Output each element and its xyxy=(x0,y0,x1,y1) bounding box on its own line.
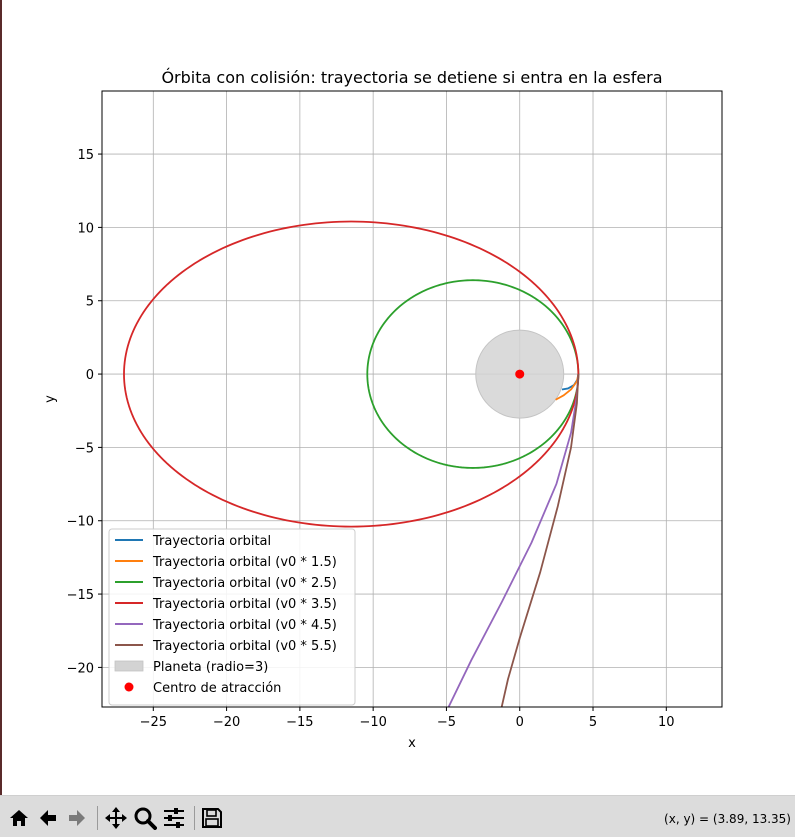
x-tick-label: −10 xyxy=(359,715,386,730)
legend-swatch xyxy=(124,682,134,692)
y-tick-label: 5 xyxy=(86,295,94,310)
legend: Trayectoria orbital Trayectoria orbital (… xyxy=(108,528,356,706)
legend-label: Trayectoria orbital (v0 * 2.5) xyxy=(152,576,337,591)
ticks-layer: −25 −20 −15 −10 −5 0 5 10 −20 −15 −10 −5 0 5 10 15 xyxy=(67,148,675,730)
configure-subplots-icon xyxy=(164,808,184,828)
x-tick-label: 0 xyxy=(516,715,524,730)
series-line-3 xyxy=(366,279,580,469)
home-button[interactable] xyxy=(6,805,32,831)
chart-figure: Órbita con colisión: trayectoria se deti… xyxy=(43,68,723,751)
series-line-4 xyxy=(123,220,580,528)
x-tick-label: 10 xyxy=(658,715,675,730)
zoom-icon xyxy=(134,807,157,830)
back-button[interactable] xyxy=(35,805,61,831)
legend-label: Trayectoria orbital (v0 * 1.5) xyxy=(152,555,337,570)
y-tick-label: −10 xyxy=(67,515,94,530)
y-tick-label: −5 xyxy=(75,441,94,456)
y-tick-label: −15 xyxy=(67,588,94,603)
x-tick-label: −25 xyxy=(140,715,167,730)
home-icon xyxy=(10,810,28,826)
legend-label: Trayectoria orbital (v0 * 4.5) xyxy=(152,618,337,633)
legend-label: Centro de atracción xyxy=(153,681,281,696)
x-tick-label: −15 xyxy=(286,715,313,730)
window-edge xyxy=(0,0,2,795)
series-line-6 xyxy=(500,374,580,707)
series-layer xyxy=(123,220,580,707)
x-tick-label: −20 xyxy=(213,715,240,730)
legend-label: Planeta (radio=3) xyxy=(153,660,268,675)
toolbar: (x, y) = (3.89, 13.35) xyxy=(0,795,795,837)
center-layer xyxy=(515,369,525,379)
chart-title: Órbita con colisión: trayectoria se deti… xyxy=(161,68,662,87)
y-tick-label: 10 xyxy=(77,221,94,236)
axes-frame xyxy=(101,90,723,708)
forward-icon xyxy=(69,810,85,826)
save-icon xyxy=(202,808,222,828)
toolbar-separator xyxy=(97,806,98,830)
y-tick-label: 15 xyxy=(77,148,94,163)
legend-box xyxy=(108,528,356,706)
legend-label: Trayectoria orbital (v0 * 3.5) xyxy=(152,597,337,612)
x-tick-label: 5 xyxy=(589,715,597,730)
x-axis-label: x xyxy=(408,736,416,751)
y-tick-label: 0 xyxy=(86,368,94,383)
y-tick-label: −20 xyxy=(67,661,94,676)
series-line-5 xyxy=(447,374,580,707)
pan-icon xyxy=(105,807,127,829)
legend-swatch xyxy=(114,660,144,672)
toolbar-separator xyxy=(194,806,195,830)
zoom-button[interactable] xyxy=(132,805,158,831)
center-point xyxy=(515,369,525,379)
coordinate-readout: (x, y) = (3.89, 13.35) xyxy=(664,812,791,826)
save-button[interactable] xyxy=(199,805,225,831)
grid xyxy=(102,91,722,707)
y-axis-label: y xyxy=(43,395,58,403)
back-icon xyxy=(40,810,56,826)
forward-button[interactable] xyxy=(64,805,90,831)
pan-button[interactable] xyxy=(103,805,129,831)
x-tick-label: −5 xyxy=(437,715,456,730)
configure-subplots-button[interactable] xyxy=(161,805,187,831)
legend-label: Trayectoria orbital xyxy=(152,534,271,549)
legend-label: Trayectoria orbital (v0 * 5.5) xyxy=(152,639,337,654)
